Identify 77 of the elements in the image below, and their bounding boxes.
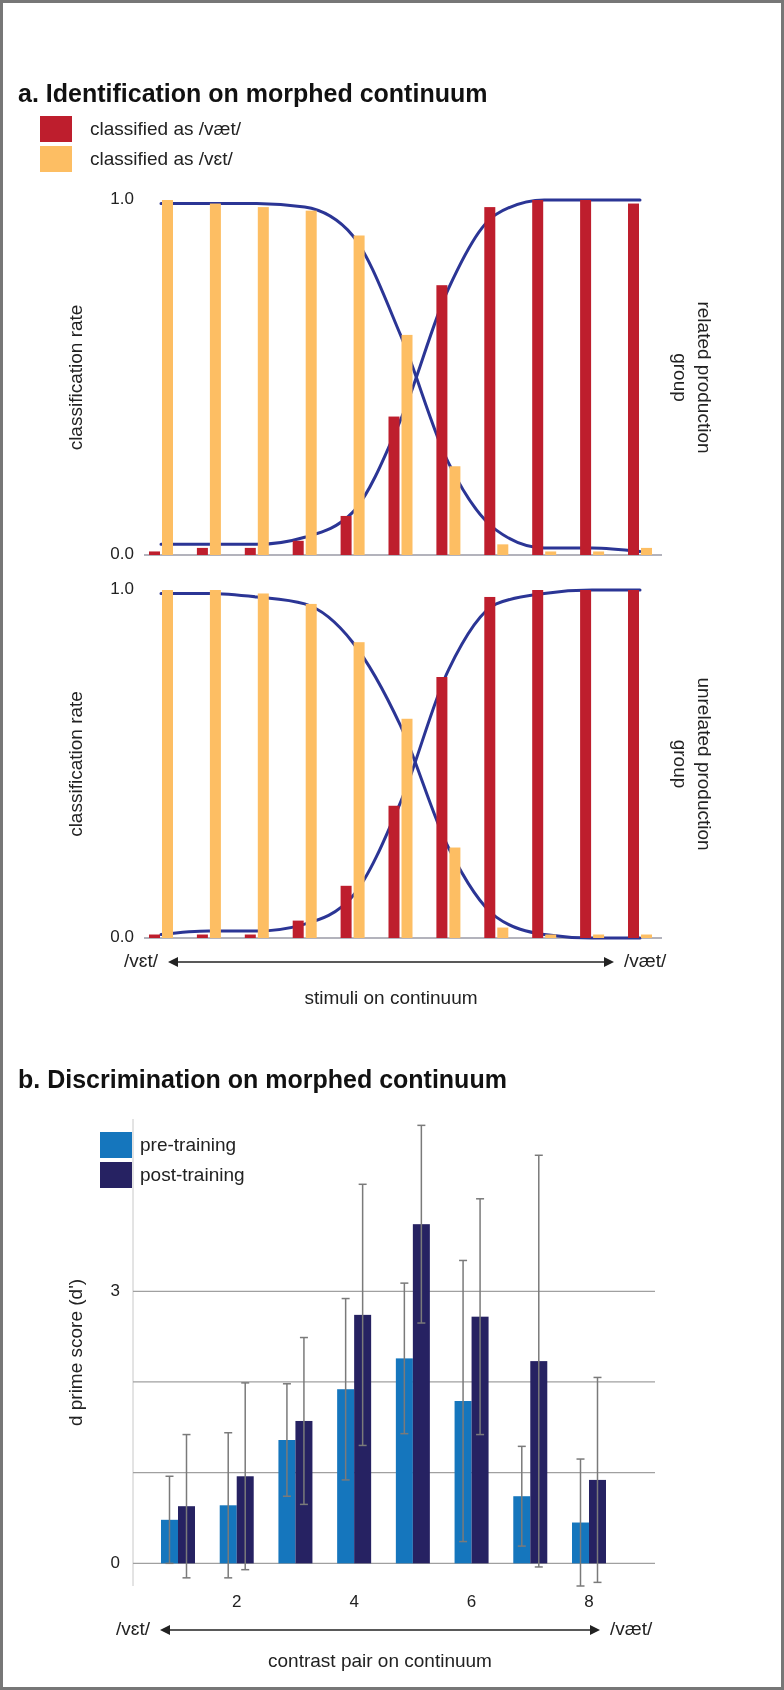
bar xyxy=(305,603,317,938)
bar xyxy=(257,207,269,555)
bar xyxy=(395,1358,413,1564)
bar xyxy=(149,551,160,555)
bar xyxy=(292,540,304,555)
bar xyxy=(589,1479,606,1564)
bar xyxy=(513,1496,531,1564)
bar xyxy=(580,200,592,555)
bar xyxy=(572,1522,589,1564)
bar xyxy=(532,590,544,938)
bar xyxy=(497,544,509,555)
x-tick-label: 2 xyxy=(231,1592,242,1612)
x-tick-label: 4 xyxy=(349,1592,359,1612)
bar xyxy=(353,642,365,938)
bar xyxy=(257,593,269,938)
y2-axis-title: related production group xyxy=(670,301,715,454)
bar xyxy=(196,547,208,555)
bar xyxy=(545,551,557,555)
bar xyxy=(353,235,365,555)
bar xyxy=(162,200,173,555)
bar xyxy=(497,927,509,938)
text: /vɛt/ xyxy=(115,1618,151,1640)
bar xyxy=(628,203,639,555)
bar xyxy=(278,1440,296,1564)
legend-label: classified as /væt/ xyxy=(90,118,242,140)
bar xyxy=(436,677,448,938)
x-tick-label: 8 xyxy=(584,1592,594,1612)
y-axis-title: classification rate xyxy=(65,691,86,837)
y-tick-label: 0 xyxy=(110,1552,120,1572)
bar xyxy=(292,920,304,938)
bar xyxy=(449,466,461,555)
bar xyxy=(178,1506,195,1564)
bar xyxy=(388,416,400,555)
bar xyxy=(484,207,496,555)
bar xyxy=(593,551,605,555)
bar xyxy=(295,1420,313,1564)
y-tick-label: 0.0 xyxy=(110,927,134,947)
y2-axis-title: unrelated production group xyxy=(670,677,715,851)
x-tick-label: 6 xyxy=(466,1592,477,1612)
bar xyxy=(412,1224,430,1564)
bar xyxy=(532,200,544,555)
chart-title: a. Identification on morphed continuum xyxy=(18,79,488,107)
bar xyxy=(209,203,221,555)
y-tick-label: 1.0 xyxy=(110,579,134,599)
text: /væt/ xyxy=(624,950,667,972)
x-axis-title: contrast pair on continuum xyxy=(268,1650,492,1671)
legend-label: pre-training xyxy=(140,1134,237,1156)
bar xyxy=(388,805,400,938)
bar xyxy=(436,285,448,555)
bar xyxy=(401,718,413,938)
bar xyxy=(305,210,317,555)
bar xyxy=(162,590,173,938)
bar xyxy=(449,847,461,938)
y-tick-label: 0.0 xyxy=(110,544,134,564)
bar xyxy=(484,596,496,938)
y-axis-title: d prime score (d') xyxy=(65,1278,86,1427)
bar xyxy=(209,590,221,938)
chart-title: b. Discrimination on morphed continuum xyxy=(18,1065,507,1093)
bar xyxy=(161,1519,178,1564)
bar xyxy=(244,547,256,555)
legend-label: post-training xyxy=(140,1164,245,1186)
y-tick-label: 3 xyxy=(110,1280,120,1300)
bar xyxy=(354,1314,372,1564)
x-axis-title: stimuli on continuum xyxy=(304,987,478,1008)
bar xyxy=(337,1389,355,1564)
bar xyxy=(401,334,413,555)
bar xyxy=(580,590,592,938)
y-tick-label: 1.0 xyxy=(110,189,134,209)
bar xyxy=(340,515,352,555)
bar xyxy=(628,590,639,938)
bar xyxy=(340,885,352,938)
legend-label: classified as /vɛt/ xyxy=(90,148,234,170)
text: /væt/ xyxy=(610,1618,653,1640)
bar xyxy=(641,547,652,555)
y-axis-title: classification rate xyxy=(65,304,86,451)
text: /vɛt/ xyxy=(123,950,159,972)
bar xyxy=(471,1316,489,1564)
